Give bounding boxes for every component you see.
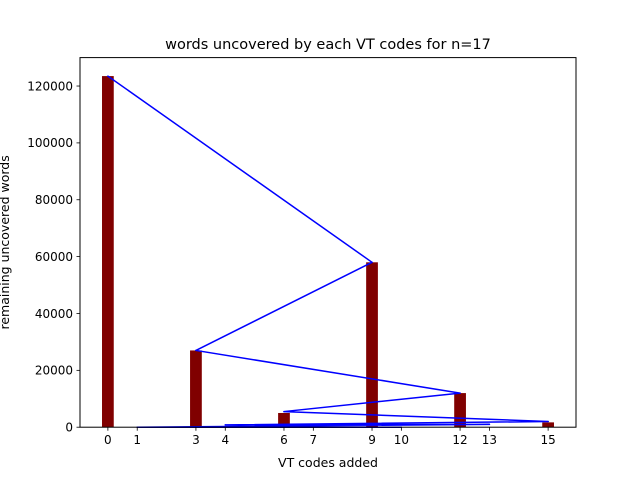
bar-12 — [454, 393, 466, 428]
y-tick-label-60000: 60000 — [35, 250, 73, 264]
bars-layer — [102, 76, 554, 428]
x-tick-label-15: 15 — [540, 433, 555, 447]
x-tick-label-4: 4 — [221, 433, 229, 447]
x-tick-label-7: 7 — [310, 433, 318, 447]
x-tick-label-1: 1 — [133, 433, 141, 447]
y-axis: 0 20000 40000 60000 80000 100000 120000 — [27, 79, 80, 435]
bar-0 — [102, 76, 114, 428]
y-tick-label-0: 0 — [65, 421, 73, 435]
x-tick-label-9: 9 — [368, 433, 376, 447]
line-point-4 — [283, 410, 285, 413]
x-axis: 0 1 3 4 6 7 9 10 12 13 15 — [104, 427, 556, 447]
line-point-5 — [547, 420, 549, 423]
y-tick-label-40000: 40000 — [35, 307, 73, 321]
y-tick-label-100000: 100000 — [27, 136, 73, 150]
x-axis-label: VT codes added — [278, 455, 378, 470]
bar-6 — [278, 412, 290, 428]
bar-9 — [366, 262, 378, 428]
x-tick-label-6: 6 — [280, 433, 288, 447]
x-tick-label-10: 10 — [394, 433, 409, 447]
y-tick-label-120000: 120000 — [27, 79, 73, 93]
x-tick-label-3: 3 — [192, 433, 200, 447]
plot-frame — [79, 57, 577, 428]
bar-3 — [190, 350, 202, 428]
line-point-3 — [459, 392, 461, 394]
line-point-0 — [107, 75, 109, 77]
line-point-1 — [371, 261, 373, 264]
x-tick-label-13: 13 — [482, 433, 497, 447]
line-point-2 — [195, 349, 197, 352]
x-tick-label-12: 12 — [452, 433, 467, 447]
y-axis-label: remaining uncovered words — [0, 155, 12, 329]
y-tick-label-80000: 80000 — [35, 193, 73, 207]
x-tick-label-0: 0 — [104, 433, 112, 447]
line-point-7 — [488, 423, 491, 426]
chart-title: words uncovered by each VT codes for n=1… — [165, 37, 491, 53]
bar-15 — [542, 422, 554, 428]
y-tick-label-20000: 20000 — [35, 364, 73, 378]
line-point-6 — [224, 424, 227, 426]
